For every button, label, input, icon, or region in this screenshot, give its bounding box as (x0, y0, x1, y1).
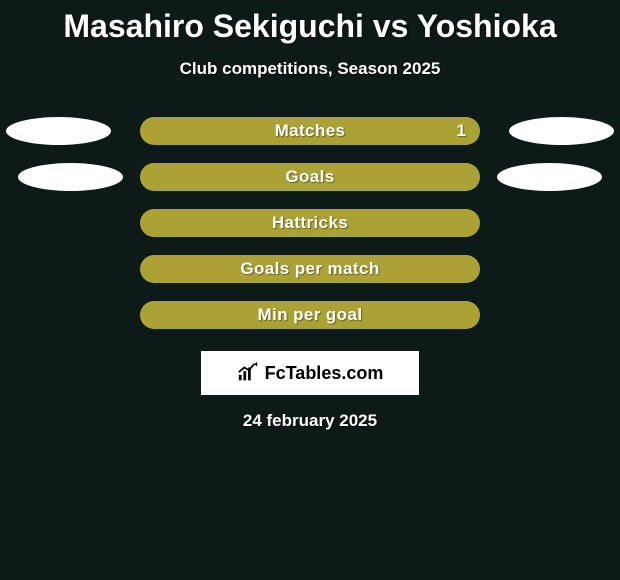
stat-value: 1 (457, 121, 466, 141)
stat-label: Matches (275, 121, 346, 141)
stat-row-matches: Matches 1 (0, 117, 620, 145)
right-ellipse (497, 163, 602, 191)
right-ellipse (509, 117, 614, 145)
page-title: Masahiro Sekiguchi vs Yoshioka (0, 0, 620, 45)
stat-pill: Min per goal (140, 301, 480, 329)
left-ellipse (6, 117, 111, 145)
page-subtitle: Club competitions, Season 2025 (0, 59, 620, 79)
stat-pill: Goals per match (140, 255, 480, 283)
stat-row-goals-per-match: Goals per match (0, 255, 620, 283)
stat-pill: Goals (140, 163, 480, 191)
left-ellipse (18, 163, 123, 191)
stat-row-min-per-goal: Min per goal (0, 301, 620, 329)
stat-pill: Matches 1 (140, 117, 480, 145)
stat-row-hattricks: Hattricks (0, 209, 620, 237)
stat-label: Goals (285, 167, 334, 187)
stat-row-goals: Goals (0, 163, 620, 191)
brand-box: FcTables.com (201, 351, 419, 395)
stat-rows: Matches 1 Goals Hattricks Goals per matc… (0, 117, 620, 329)
footer-date: 24 february 2025 (0, 411, 620, 431)
stat-label: Min per goal (258, 305, 363, 325)
stat-label: Goals per match (240, 259, 379, 279)
brand-text: FcTables.com (265, 363, 384, 384)
stat-label: Hattricks (272, 213, 348, 233)
brand-chart-icon (237, 362, 259, 384)
stat-pill: Hattricks (140, 209, 480, 237)
